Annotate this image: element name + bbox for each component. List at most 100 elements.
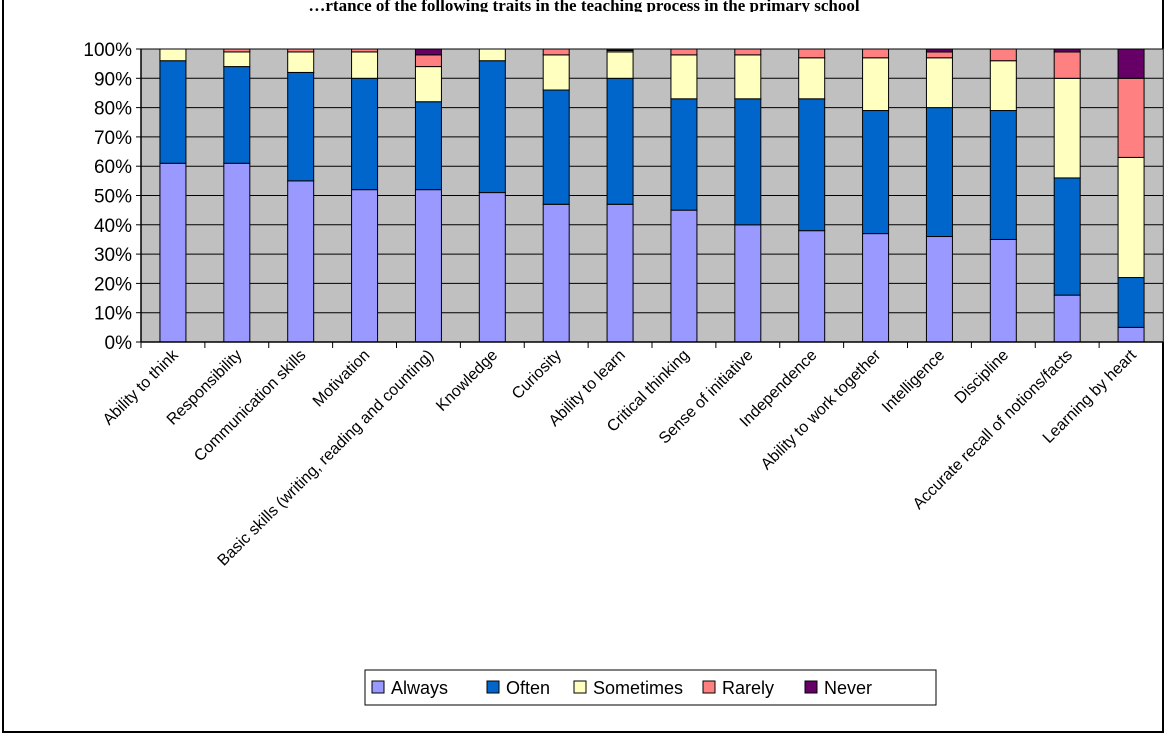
bar-segment-always — [1053, 294, 1081, 343]
bar-segment-often — [606, 77, 634, 205]
bar-segment-sometimes — [989, 60, 1017, 112]
bar-segment-sometimes — [223, 51, 251, 68]
bar-segment-always — [925, 236, 953, 343]
bar-segment-sometimes — [925, 57, 953, 109]
bar-segment-always — [798, 230, 826, 343]
bar-segment-sometimes — [1053, 77, 1081, 179]
legend: Always Often Sometimes Rarely Never — [364, 669, 937, 706]
bar-segment-rarely — [925, 51, 953, 59]
legend-swatch-often — [486, 680, 500, 694]
bar-segment-rarely — [734, 48, 762, 56]
bar-segment-often — [925, 107, 953, 238]
bar-segment-never — [1053, 48, 1081, 53]
legend-label-often: Often — [506, 678, 550, 698]
bar-segment-often — [223, 66, 251, 164]
y-tick-label: 20% — [94, 274, 132, 295]
y-tick-label: 10% — [94, 304, 132, 325]
bar-segment-always — [606, 203, 634, 343]
bar-segment-often — [862, 110, 890, 235]
bar-segment-rarely — [798, 48, 826, 59]
x-category-label: Discipline — [952, 347, 1013, 408]
bar-segment-often — [670, 98, 698, 211]
legend-label-never: Never — [824, 678, 872, 698]
bar-segment-sometimes — [606, 51, 634, 79]
bar-segment-often — [542, 89, 570, 205]
x-category-label: Curiosity — [509, 347, 565, 403]
bar-segment-rarely — [989, 48, 1017, 62]
bar-segment-often — [989, 110, 1017, 240]
bar-segment-rarely — [287, 48, 315, 53]
bar-segment-often — [414, 101, 442, 191]
bar-segment-always — [478, 192, 506, 343]
legend-label-rarely: Rarely — [722, 678, 774, 698]
bar-segment-rarely — [862, 48, 890, 59]
bar-segment-rarely — [1117, 77, 1145, 158]
bar-segment-always — [159, 162, 187, 343]
x-axis-category-labels: Ability to thinkResponsibilityCommunicat… — [100, 346, 1140, 569]
legend-box — [364, 669, 937, 706]
bar-segment-always — [670, 209, 698, 343]
bar-segment-sometimes — [542, 54, 570, 91]
legend-swatch-never — [804, 680, 818, 694]
legend-label-always: Always — [391, 678, 448, 698]
axes — [136, 48, 1164, 348]
bar-segment-rarely — [414, 54, 442, 68]
y-axis-tick-labels: 0% 10% 20% 30% 40% 50% 60% 70% 80% 90% 100% — [83, 40, 132, 354]
bar-segment-never — [925, 48, 953, 53]
y-tick-label: 80% — [94, 99, 132, 120]
bar-segment-rarely — [542, 48, 570, 56]
bar-segment-never — [1117, 48, 1145, 79]
bar-segment-never — [414, 48, 442, 56]
x-category-label: Intelligence — [879, 347, 948, 416]
bar-segment-sometimes — [478, 48, 506, 62]
bars — [159, 48, 1145, 343]
legend-swatch-always — [371, 680, 385, 694]
chart-title: …rtance of the following traits in the t… — [308, 0, 860, 12]
x-category-label: Communication skills — [191, 347, 309, 465]
bar-segment-always — [223, 162, 251, 343]
bar-segment-sometimes — [862, 57, 890, 112]
bar-segment-sometimes — [414, 66, 442, 103]
y-tick-label: 70% — [94, 128, 132, 149]
bar-segment-always — [414, 189, 442, 343]
bar-segment-always — [1117, 326, 1145, 343]
bar-segment-often — [351, 77, 379, 191]
y-tick-label: 0% — [105, 333, 133, 354]
bar-segment-rarely — [351, 48, 379, 53]
x-category-label: Ability to work together — [758, 346, 885, 473]
x-category-label: Basic skills (writing, reading and count… — [215, 347, 438, 570]
y-tick-label: 50% — [94, 187, 132, 208]
bar-segment-always — [862, 233, 890, 343]
y-tick-label: 40% — [94, 216, 132, 237]
x-category-label: Motivation — [310, 347, 374, 411]
bar-segment-sometimes — [734, 54, 762, 100]
y-tick-label: 60% — [94, 157, 132, 178]
bar-segment-rarely — [1053, 51, 1081, 79]
bar-segment-always — [989, 238, 1017, 343]
bar-segment-often — [159, 60, 187, 164]
bar-segment-often — [478, 60, 506, 194]
legend-swatch-rarely — [702, 680, 716, 694]
bar-segment-often — [798, 98, 826, 232]
bar-segment-often — [287, 71, 315, 182]
bar-segment-always — [287, 180, 315, 343]
y-tick-label: 100% — [83, 40, 132, 61]
bar-segment-rarely — [670, 48, 698, 56]
y-tick-label: 30% — [94, 245, 132, 266]
bar-segment-sometimes — [351, 51, 379, 79]
bar-segment-sometimes — [159, 48, 187, 62]
bar-segment-sometimes — [1117, 156, 1145, 279]
bar-segment-always — [734, 224, 762, 343]
bar-segment-sometimes — [670, 54, 698, 100]
x-category-label: Knowledge — [433, 347, 501, 415]
legend-swatch-sometimes — [573, 680, 587, 694]
bar-segment-often — [1053, 177, 1081, 296]
bar-segment-always — [351, 189, 379, 343]
bar-segment-often — [1117, 277, 1145, 328]
y-tick-label: 90% — [94, 69, 132, 90]
legend-label-sometimes: Sometimes — [593, 678, 683, 698]
bar-segment-always — [542, 203, 570, 343]
bar-segment-sometimes — [287, 51, 315, 73]
bar-segment-rarely — [223, 48, 251, 53]
bar-segment-sometimes — [798, 57, 826, 100]
